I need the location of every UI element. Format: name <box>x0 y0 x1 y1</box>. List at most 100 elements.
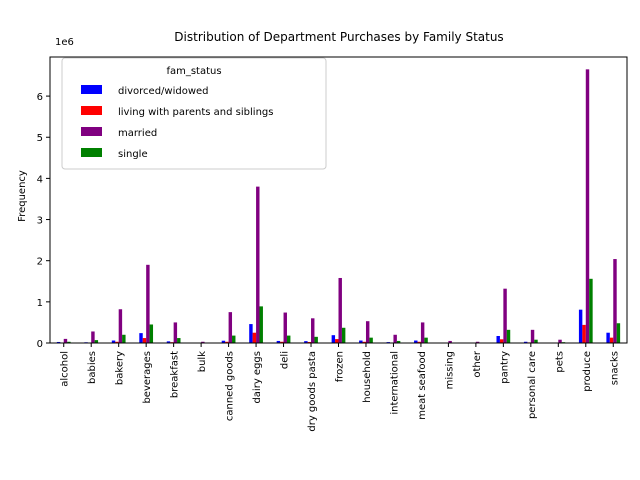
bar <box>276 340 281 343</box>
bar <box>111 340 116 343</box>
bar <box>365 321 370 343</box>
bar <box>331 335 336 343</box>
bar <box>582 324 586 343</box>
x-tick-label: pets <box>554 351 565 373</box>
legend-label: single <box>118 149 148 160</box>
bar <box>417 341 421 343</box>
bar <box>396 340 401 343</box>
x-tick-label: alcohol <box>60 351 71 387</box>
bar <box>589 278 593 343</box>
bar <box>314 336 318 343</box>
chart-title: Distribution of Department Purchases by … <box>174 30 503 44</box>
legend-title: fam_status <box>166 66 221 77</box>
x-tick-label: snacks <box>609 351 620 385</box>
y-tick-label: 4 <box>37 174 43 185</box>
y-tick-label: 5 <box>37 133 43 144</box>
bar <box>616 323 621 343</box>
plot-area: 0 1 2 3 4 5 6 alcohol babies bakery beverages brea… <box>37 56 628 432</box>
plot-frame <box>49 56 628 344</box>
bar <box>225 341 229 343</box>
legend-swatch <box>81 127 102 136</box>
x-tick-label: pantry <box>499 351 510 384</box>
legend-swatch <box>81 85 102 94</box>
x-axis-ticks: alcohol babies bakery beverages breakfast bul… <box>60 343 620 432</box>
legend-label: married <box>118 128 157 139</box>
bar <box>362 341 366 343</box>
bar <box>166 341 171 343</box>
bar <box>393 334 397 343</box>
bar <box>613 259 617 343</box>
x-tick-label: breakfast <box>170 351 181 398</box>
x-tick-label: bulk <box>197 351 208 372</box>
bar <box>173 322 178 343</box>
bar <box>506 329 511 343</box>
legend-box <box>61 57 327 170</box>
bar <box>338 277 342 343</box>
bar <box>304 341 308 343</box>
bar <box>496 336 500 343</box>
y-axis-ticks: 0 1 2 3 4 5 6 <box>37 92 50 350</box>
bar <box>56 341 61 343</box>
bar <box>280 341 284 343</box>
bar <box>585 69 590 343</box>
x-tick-label: international <box>389 351 400 415</box>
bar <box>259 306 263 343</box>
bar <box>359 340 363 343</box>
bar <box>94 340 99 343</box>
bar <box>252 332 257 343</box>
bar <box>115 341 119 343</box>
bar <box>118 309 123 343</box>
x-tick-label: babies <box>87 351 98 384</box>
x-tick-label: other <box>472 350 483 378</box>
bar <box>122 334 126 343</box>
legend-label: living with parents and siblings <box>118 107 273 118</box>
bar <box>91 331 95 343</box>
x-tick-label: frozen <box>335 351 346 382</box>
x-tick-label: produce <box>582 351 593 392</box>
y-scale-label: 1e6 <box>55 37 74 48</box>
y-axis-label: Frequency <box>17 170 28 222</box>
bar <box>139 333 143 343</box>
bar <box>286 335 291 343</box>
y-tick-label: 3 <box>37 216 43 227</box>
bar <box>475 341 480 343</box>
x-tick-label: meat seafood <box>417 351 428 420</box>
bar <box>63 338 68 343</box>
y-tick-label: 0 <box>37 339 43 350</box>
bar <box>149 324 154 343</box>
bar <box>534 339 538 343</box>
bar <box>558 339 562 343</box>
legend-items: divorced/widowed living with parents and … <box>81 85 273 160</box>
x-tick-label: dairy eggs <box>252 351 263 404</box>
bar <box>414 340 418 343</box>
bar <box>256 186 260 343</box>
bar <box>221 340 226 343</box>
bar <box>606 332 610 343</box>
bar <box>146 264 150 343</box>
bar <box>177 338 181 343</box>
legend-label: divorced/widowed <box>118 86 209 97</box>
bar <box>424 337 428 343</box>
bar <box>283 312 287 343</box>
legend-swatch <box>81 106 102 115</box>
y-tick-label: 1 <box>37 298 43 309</box>
x-tick-label: canned goods <box>225 351 236 421</box>
bar <box>249 324 253 343</box>
x-tick-label: beverages <box>142 351 153 404</box>
x-tick-label: deli <box>280 351 291 369</box>
bar <box>335 339 339 343</box>
x-tick-label: household <box>362 351 373 403</box>
bar <box>228 312 233 343</box>
bar <box>142 338 147 343</box>
y-tick-label: 2 <box>37 257 43 268</box>
y-tick-label: 6 <box>37 92 43 103</box>
bar <box>311 318 315 343</box>
bar <box>307 341 312 343</box>
bar <box>369 337 373 343</box>
bar <box>67 341 71 343</box>
bar <box>530 329 535 343</box>
bar <box>523 341 528 343</box>
bar <box>503 288 507 343</box>
bar <box>341 327 346 343</box>
